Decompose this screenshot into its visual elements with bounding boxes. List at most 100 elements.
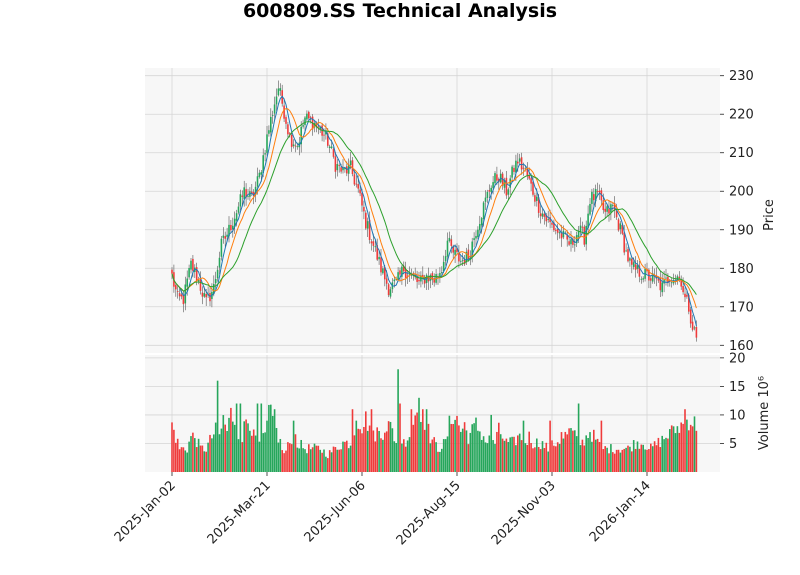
candle-body bbox=[302, 125, 304, 127]
volume-bar bbox=[461, 428, 464, 472]
candle-body bbox=[604, 208, 606, 212]
volume-bar bbox=[289, 443, 291, 472]
volume-bar bbox=[414, 415, 416, 472]
volume-bar bbox=[175, 442, 177, 472]
candle-body bbox=[475, 235, 477, 239]
volume-bar bbox=[667, 438, 669, 472]
volume-bar bbox=[249, 430, 251, 472]
volume-bar bbox=[216, 380, 219, 472]
candle-body bbox=[401, 266, 403, 277]
volume-bar bbox=[431, 439, 434, 472]
volume-bar bbox=[203, 451, 206, 472]
candle-body bbox=[262, 155, 264, 174]
volume-bar bbox=[670, 425, 673, 472]
volume-bar bbox=[608, 453, 610, 472]
candle-body bbox=[587, 213, 589, 228]
candle-body bbox=[632, 262, 635, 267]
candle-body bbox=[454, 249, 456, 255]
candle-body bbox=[404, 268, 407, 278]
volume-bar bbox=[404, 446, 407, 472]
volume-bar bbox=[617, 449, 620, 472]
volume-bar bbox=[499, 434, 502, 472]
volume-bar bbox=[490, 414, 492, 472]
volume-bar bbox=[325, 456, 327, 472]
volume-bar bbox=[220, 428, 223, 472]
candle-body bbox=[532, 181, 534, 195]
volume-bar bbox=[224, 424, 226, 472]
candle-body bbox=[598, 190, 601, 193]
candle-body bbox=[547, 218, 549, 220]
price-tick-label: 230 bbox=[729, 69, 754, 84]
candle-body bbox=[541, 213, 544, 217]
volume-bar bbox=[518, 433, 521, 472]
volume-bar bbox=[606, 447, 608, 472]
candle-body bbox=[682, 285, 684, 293]
volume-bar bbox=[207, 442, 209, 472]
volume-bar bbox=[486, 443, 489, 472]
volume-bar bbox=[570, 428, 572, 472]
volume-bar bbox=[562, 438, 565, 472]
candle-body bbox=[623, 232, 625, 253]
candle-body bbox=[252, 192, 255, 197]
candle-body bbox=[591, 191, 593, 204]
candle-body bbox=[176, 291, 179, 292]
volume-bar bbox=[182, 447, 185, 472]
volume-bar bbox=[285, 450, 287, 472]
volume-bar bbox=[403, 439, 405, 472]
volume-bar bbox=[347, 448, 350, 472]
candle-body bbox=[534, 195, 536, 202]
candle-body bbox=[606, 206, 608, 212]
candle-body bbox=[471, 241, 473, 258]
candle-body bbox=[583, 226, 586, 245]
candle-body bbox=[342, 167, 344, 171]
volume-bar bbox=[365, 411, 367, 472]
volume-bar bbox=[458, 425, 460, 472]
volume-bar bbox=[642, 444, 644, 472]
volume-bar bbox=[545, 442, 548, 472]
candle-body bbox=[490, 187, 492, 192]
volume-bar bbox=[441, 448, 443, 472]
candle-body bbox=[271, 115, 274, 116]
volume-bar bbox=[659, 447, 662, 472]
volume-bar bbox=[323, 449, 325, 472]
volume-bar bbox=[543, 448, 546, 472]
candle-body bbox=[482, 202, 485, 220]
volume-bar bbox=[262, 433, 264, 472]
volume-bar bbox=[494, 443, 496, 472]
candle-body bbox=[353, 174, 356, 185]
candle-body bbox=[423, 277, 426, 284]
volume-bar bbox=[598, 442, 601, 472]
candle-body bbox=[408, 273, 411, 275]
candle-body bbox=[226, 234, 228, 237]
candle-body bbox=[306, 113, 308, 120]
candle-body bbox=[357, 184, 359, 189]
candle-body bbox=[503, 179, 506, 188]
candle-body bbox=[346, 166, 348, 174]
volume-bar bbox=[416, 412, 418, 472]
candle-body bbox=[186, 278, 188, 287]
candle-body bbox=[399, 270, 401, 275]
candle-body bbox=[615, 210, 618, 218]
volume-bar bbox=[239, 403, 242, 472]
volume-bar bbox=[213, 434, 215, 472]
candle-body bbox=[574, 244, 576, 246]
volume-bar bbox=[173, 429, 175, 472]
volume-bar bbox=[237, 439, 240, 472]
candle-body bbox=[368, 219, 371, 240]
candle-body bbox=[486, 191, 489, 198]
volume-bar bbox=[537, 447, 540, 472]
candle-body bbox=[543, 213, 546, 217]
volume-bar bbox=[370, 409, 373, 472]
volume-bar bbox=[340, 449, 342, 472]
volume-bar bbox=[454, 419, 456, 472]
candle-body bbox=[545, 214, 548, 222]
candle-body bbox=[686, 294, 688, 297]
volume-bar bbox=[631, 451, 633, 472]
volume-bar bbox=[359, 429, 361, 472]
candle-body bbox=[684, 293, 686, 298]
volume-bar bbox=[498, 422, 500, 472]
candle-body bbox=[657, 279, 660, 281]
volume-bar bbox=[271, 415, 274, 472]
candle-body bbox=[579, 225, 582, 233]
candle-body bbox=[374, 246, 377, 248]
